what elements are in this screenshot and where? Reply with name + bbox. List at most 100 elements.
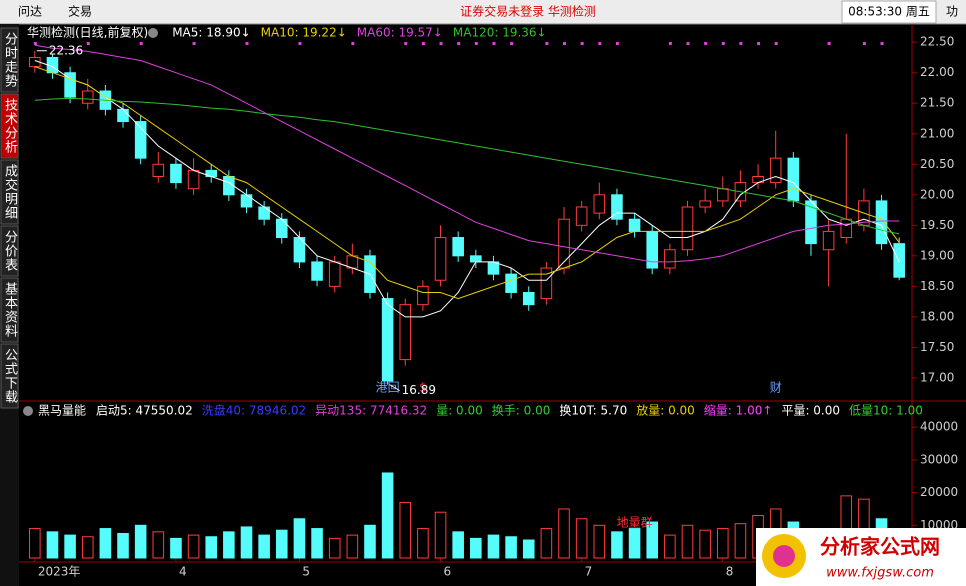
y-tick-label: 20000 (920, 485, 958, 499)
candle-body (681, 206, 694, 251)
signal-dot (598, 42, 602, 45)
volume-bar (540, 528, 553, 559)
sidebar-tab[interactable] (0, 343, 19, 409)
volume-bar (505, 536, 517, 559)
ma-line (34, 60, 900, 318)
volume-stat: 量: 0.00 (436, 404, 483, 418)
x-tick-label: 7 (585, 565, 593, 579)
volume-bar (611, 531, 623, 559)
volume-bar (170, 537, 182, 559)
volume-stat: 换10T: 5.70 (559, 404, 627, 418)
signal-dot (580, 42, 584, 45)
candle-body (452, 237, 464, 257)
sidebar-tab-label: 分价表 (2, 230, 18, 272)
candle-body (381, 298, 394, 382)
volume-bar (664, 534, 676, 559)
volume-bar (240, 526, 253, 559)
sidebar-tab[interactable] (0, 277, 19, 343)
sidebar-tab-label: 公式下载 (2, 348, 18, 404)
sidebar-tab-label: 技术分析 (2, 98, 18, 154)
volume-bar (328, 537, 341, 559)
watermark-name: 分析家公式网 (820, 535, 940, 559)
candle-body (399, 304, 412, 361)
volume-bar (434, 511, 447, 559)
low-label: 16.89 (402, 383, 436, 397)
volume-bar (734, 523, 747, 559)
volume-stat: 缩量: 1.00↑ (704, 403, 773, 418)
watermark: 分析家公式网 www.fxjgsw.com (756, 528, 966, 586)
sidebar-tab-label: 成交明细 (2, 164, 18, 220)
sidebar-tab[interactable] (0, 225, 19, 277)
watermark-logo-inner (773, 545, 795, 567)
signal-dot (439, 42, 443, 45)
volume-bar (628, 528, 641, 559)
signal-dot (404, 42, 408, 45)
sidebar-tab[interactable] (0, 159, 19, 225)
candle-body (716, 188, 729, 202)
signal-dot (774, 42, 778, 45)
signal-dot (351, 42, 355, 45)
candle-body (628, 218, 641, 232)
y-tick-label: 19.00 (920, 248, 954, 262)
volume-bar (134, 524, 147, 559)
event-marker[interactable]: $ (419, 381, 427, 395)
signal-dot (474, 42, 478, 45)
candle-body (558, 218, 570, 269)
volume-bar (275, 529, 288, 559)
volume-bar (152, 531, 165, 559)
signal-dot (668, 42, 672, 45)
menu-dot[interactable] (148, 28, 158, 38)
candle-body (611, 194, 623, 220)
candle-body (187, 169, 200, 190)
clock: 08:53:30 周五 (848, 5, 930, 19)
candle-body (787, 157, 800, 202)
y-tick-label: 17.50 (920, 340, 954, 354)
volume-bar (46, 531, 59, 559)
event-marker[interactable]: 港回 (376, 381, 400, 395)
candle-body (522, 291, 535, 306)
menu-item[interactable]: 交易 (68, 4, 92, 19)
candle-body (258, 206, 270, 220)
indicator-label: MA60: 19.57↓ (357, 26, 443, 40)
high-label: 22.36 (49, 43, 83, 57)
clock-box (841, 0, 937, 24)
menu-dot[interactable] (23, 406, 33, 416)
signal-dot (721, 42, 725, 45)
signal-dot (192, 42, 196, 45)
signal-dot (421, 42, 425, 45)
candle-body (152, 163, 165, 177)
candle-body (417, 285, 429, 306)
volume-bar (558, 508, 570, 559)
sidebar-tab[interactable] (0, 93, 19, 159)
signal-dot (757, 42, 761, 45)
menu-item[interactable]: 问达 (18, 5, 42, 19)
sidebar-tab[interactable] (0, 27, 19, 93)
volume-bar (364, 524, 376, 559)
indicator-label: MA120: 19.36↓ (453, 26, 547, 40)
ma-line (34, 44, 900, 263)
volume-bar (81, 536, 94, 559)
volume-bar (187, 534, 200, 559)
x-tick-label: 2023年 (38, 565, 81, 579)
signal-dot (86, 42, 90, 45)
volume-bar (681, 524, 694, 559)
candle-body (505, 273, 517, 293)
volume-bar (64, 534, 76, 559)
volume-stat: 换手: 0.00 (492, 404, 551, 418)
candle-body (646, 230, 659, 269)
signal-dot (686, 42, 690, 45)
function-tab[interactable]: 功 (946, 5, 958, 19)
volume-bar (205, 536, 218, 559)
candle-body (311, 261, 323, 281)
y-tick-label: 22.50 (920, 35, 954, 49)
event-marker[interactable]: 财 (770, 381, 782, 395)
volume-bar (117, 532, 129, 559)
candle-body (470, 255, 482, 263)
candle-body (593, 194, 606, 214)
volume-stat: 平量: 0.00 (781, 404, 840, 418)
volume-stat: 放量: 0.00 (636, 403, 695, 418)
volume-annotation: 地量群 (617, 516, 653, 530)
candle-body (875, 200, 888, 245)
signal-dot (139, 42, 143, 45)
candle-body (134, 121, 147, 159)
